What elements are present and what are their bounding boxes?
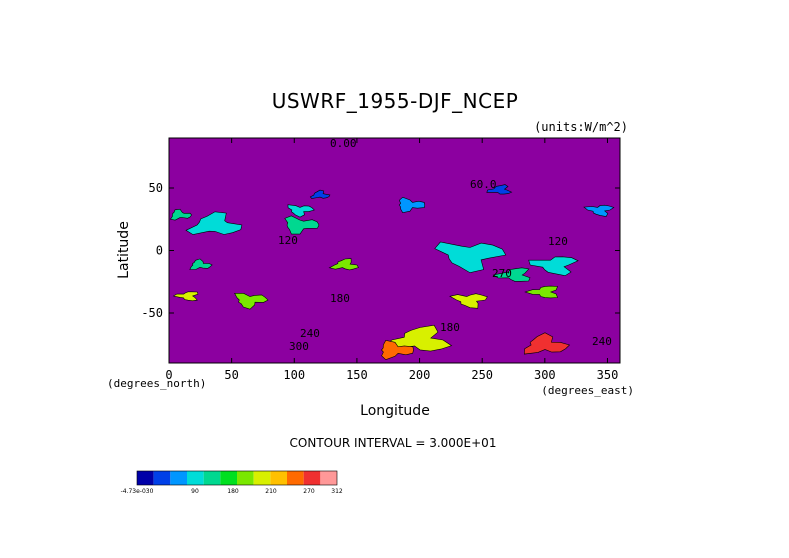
colorbar-labels: -4.73e-030 90 180 210 270 312 (121, 488, 343, 495)
x-tick-label: 50 (224, 368, 238, 382)
colorbar-swatch (270, 471, 287, 485)
contour-label: 120 (548, 235, 568, 248)
field-patch (523, 332, 571, 355)
contour-labels: 0.00 60.0 120 120 180 180 240 300 270 24… (278, 137, 612, 353)
field-patch (434, 241, 507, 274)
plot-area (169, 138, 620, 363)
contour-label: 240 (300, 327, 320, 340)
x-tick-label: 150 (346, 368, 368, 382)
field-patch (382, 324, 453, 352)
colorbar-swatch (137, 471, 154, 485)
field-patch (185, 211, 243, 235)
x-tick-label: 250 (471, 368, 493, 382)
y-tick-label: -50 (141, 306, 163, 320)
field-patch (234, 293, 269, 310)
colorbar-label: 180 (227, 488, 239, 495)
colorbar-swatch (320, 471, 337, 485)
field-patch (309, 189, 331, 199)
colorbar-swatch (303, 471, 321, 485)
contour-label: 240 (592, 335, 612, 348)
x-unit-label: (degrees_east) (541, 384, 634, 397)
y-axis-label: Latitude (116, 221, 132, 279)
field-patch (492, 267, 531, 282)
field-patch (287, 204, 315, 218)
field-patch (398, 196, 426, 214)
field-patch (381, 339, 414, 361)
field-patch (486, 184, 513, 195)
contour-label: 0.00 (330, 137, 357, 150)
field-patch (172, 291, 199, 302)
field-patch (524, 285, 559, 299)
field-patch (169, 208, 192, 221)
field-patch (189, 258, 213, 270)
field-patch (328, 258, 359, 271)
x-tick-label: 100 (283, 368, 305, 382)
field-patch (449, 293, 488, 309)
colorbar-label: 90 (191, 488, 199, 495)
contour-interval: CONTOUR INTERVAL = 3.000E+01 (290, 436, 497, 450)
x-tick-label: 200 (409, 368, 431, 382)
band-0 (169, 138, 620, 363)
colorbar-label: 312 (331, 488, 343, 495)
colorbar-label: -4.73e-030 (121, 488, 154, 495)
contour-label: 180 (440, 321, 460, 334)
contour-label: 180 (330, 292, 350, 305)
x-axis-label: Longitude (360, 403, 430, 419)
colorbar-swatch (220, 471, 237, 485)
colorbar-swatch (187, 471, 204, 485)
field-patch (583, 204, 615, 217)
x-tick-label: 300 (534, 368, 556, 382)
y-axis: 50 0 -50 (141, 181, 620, 320)
colorbar-swatch (287, 471, 304, 485)
units-label: (units:W/m^2) (534, 120, 628, 134)
x-tick-label: 350 (597, 368, 619, 382)
contour-label: 300 (289, 340, 309, 353)
colorbar-swatch (170, 471, 187, 485)
colorbar-swatch (253, 471, 271, 485)
y-unit-label: (degrees_north) (107, 377, 206, 390)
contour-label: 270 (492, 267, 512, 280)
colorbar-frame (136, 470, 338, 486)
y-tick-label: 0 (156, 244, 163, 258)
colorbar-swatch (237, 471, 254, 485)
colorbar (136, 470, 338, 486)
chart-title: USWRF_1955-DJF_NCEP (272, 89, 519, 113)
colorbar-swatch (203, 471, 221, 485)
colorbar-label: 270 (303, 488, 315, 495)
field-patch (528, 256, 579, 277)
field-patches (169, 184, 615, 361)
contour-label: 60.0 (470, 178, 497, 191)
field-patch (284, 215, 320, 235)
y-tick-label: 50 (149, 181, 163, 195)
x-axis: 0 50 100 150 200 250 300 350 (165, 138, 618, 382)
contour-label: 120 (278, 234, 298, 247)
colorbar-swatch (153, 471, 171, 485)
colorbar-label: 210 (265, 488, 277, 495)
x-tick-label: 0 (165, 368, 172, 382)
